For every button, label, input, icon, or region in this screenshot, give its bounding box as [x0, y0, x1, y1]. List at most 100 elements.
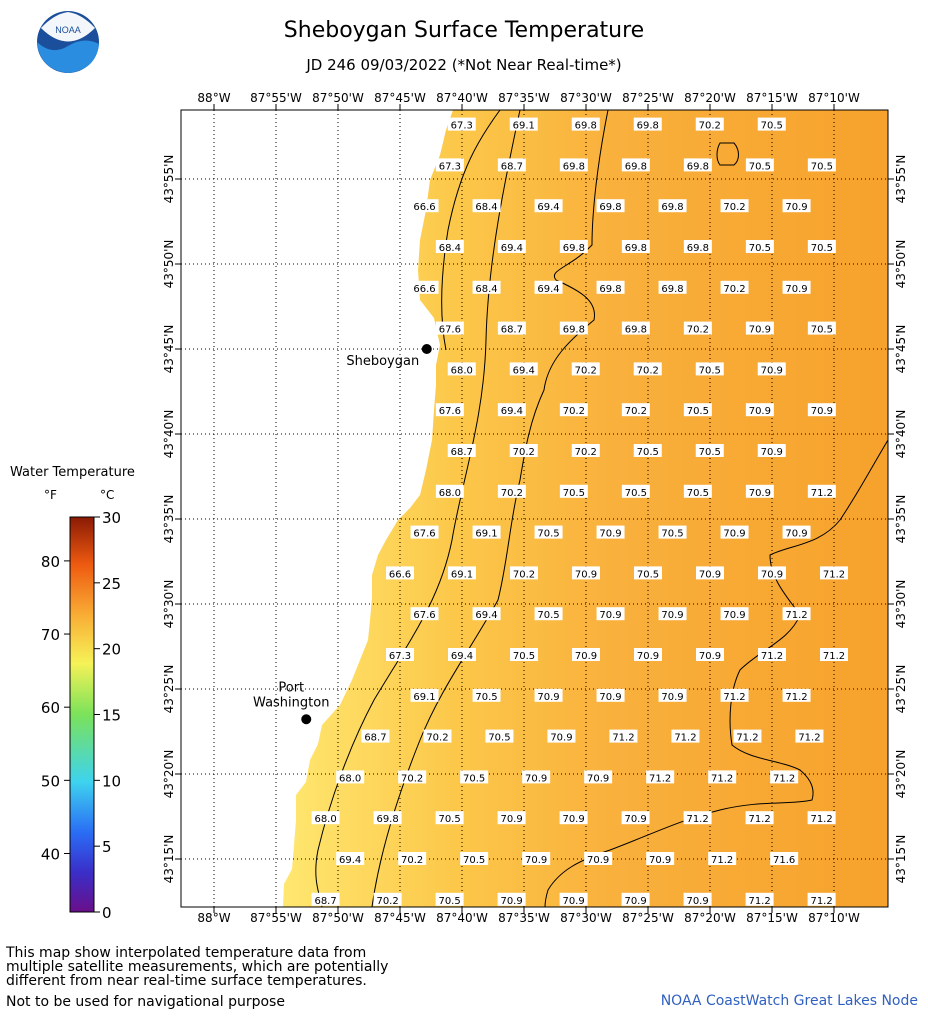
- temperature-value-bg: [559, 403, 588, 417]
- temperature-legend: 0 5 10 15 20 25 30 40 50 60 70 80: [41, 509, 121, 922]
- temperature-value-text: 70.2: [401, 773, 423, 784]
- temperature-value-bg: [435, 484, 464, 498]
- temperature-value-bg: [646, 934, 674, 947]
- temperature-value-text: 69.4: [513, 365, 535, 376]
- temperature-value-text: 70.5: [438, 977, 460, 988]
- temperature-value: 70.2: [695, 117, 724, 132]
- temperature-value-text: 68.7: [451, 447, 473, 458]
- page-subtitle: JD 246 09/03/2022 (*Not Near Real-time*): [306, 56, 622, 74]
- temperature-value-text: 70.5: [625, 488, 647, 499]
- temperature-value: 70.9: [522, 852, 551, 866]
- temperature-value-text: 70.5: [687, 488, 709, 499]
- temperature-value-bg: [807, 321, 836, 335]
- temperature-value-text: 69.8: [599, 284, 621, 295]
- temperature-value-bg: [720, 607, 749, 621]
- temperature-value-bg: [596, 607, 625, 621]
- temperature-value-text: 71.2: [810, 896, 832, 907]
- temperature-value-bg: [758, 648, 786, 661]
- temperature-value-bg: [534, 525, 563, 539]
- temperature-value-bg: [559, 811, 588, 825]
- lon-label-top: 87°35'W: [498, 91, 550, 105]
- temperature-value-text: 70.5: [463, 773, 485, 784]
- temperature-value-text: 70.9: [686, 896, 708, 907]
- legend-label-c: 25: [102, 575, 121, 593]
- temperature-value: 69.4: [509, 362, 538, 376]
- temperature-value-bg: [720, 688, 749, 702]
- temperature-value-bg: [534, 607, 563, 621]
- temperature-value-bg: [447, 444, 476, 457]
- axis-ticks: [175, 104, 894, 913]
- temperature-value: 69.1: [410, 688, 439, 703]
- temperature-value-bg: [398, 852, 427, 865]
- temperature-value-bg: [782, 525, 811, 539]
- temperature-value-bg: [683, 158, 712, 172]
- temperature-value: 66.6: [386, 566, 414, 580]
- temperature-value: 71.2: [795, 729, 824, 744]
- temperature-value-text: 72.0: [810, 977, 832, 988]
- temperature-value-text: 71.2: [649, 773, 671, 784]
- temperature-value-text: 66.6: [413, 284, 435, 295]
- temperature-value-text: 69.8: [575, 121, 597, 132]
- temperature-value-text: 70.9: [637, 651, 659, 662]
- temperature-value-text: 71.2: [711, 855, 733, 866]
- temperature-value-text: 70.9: [599, 692, 621, 703]
- lat-label-right: 43°55'N: [894, 155, 908, 204]
- temperature-value: 69.8: [633, 117, 662, 132]
- lat-label-left: 43°30'N: [162, 580, 176, 629]
- temperature-value-bg: [497, 811, 526, 825]
- temperature-value-bg: [746, 974, 774, 987]
- temperature-value-bg: [559, 892, 588, 906]
- temperature-value: 71.2: [609, 729, 638, 744]
- legend-label-f: 60: [41, 699, 60, 717]
- temperature-value-bg: [510, 566, 538, 580]
- lon-label-bottom: 87°50'W: [312, 911, 364, 925]
- temperature-value-text: 71.6: [686, 977, 708, 988]
- temperature-value-text: 70.2: [513, 569, 535, 580]
- temperature-value-text: 71.2: [785, 610, 807, 621]
- temperature-value-bg: [435, 158, 464, 172]
- temperature-value-text: 69.1: [451, 569, 473, 580]
- temperature-value-bg: [522, 770, 551, 784]
- temperature-value: 70.9: [720, 607, 749, 621]
- temperature-value-text: 66.6: [389, 569, 411, 580]
- temperature-value: 69.8: [683, 240, 712, 254]
- temperature-value-text: 70.5: [463, 855, 485, 866]
- temperature-value-bg: [571, 362, 600, 376]
- temperature-value-bg: [510, 648, 538, 661]
- temperature-value: 69.8: [621, 240, 650, 254]
- lon-label-top: 87°15'W: [746, 91, 798, 105]
- lon-label-bottom: 87°15'W: [746, 911, 798, 925]
- temperature-value-bg: [770, 770, 799, 784]
- temperature-value-bg: [559, 484, 588, 498]
- temperature-value: 70.5: [658, 525, 687, 540]
- temperature-value-text: 70.5: [749, 243, 771, 254]
- temperature-value-text: 71.2: [723, 692, 745, 703]
- temperature-value: 71.2: [820, 566, 848, 580]
- temperature-value-text: 69.8: [687, 161, 709, 172]
- temperature-value-bg: [683, 321, 712, 335]
- temperature-value: 70.9: [745, 484, 774, 499]
- temperature-value-bg: [621, 811, 650, 825]
- temperature-value: 71.6: [684, 974, 712, 988]
- temperature-value: 70.2: [559, 403, 588, 417]
- temperature-value: 70.9: [683, 892, 712, 907]
- temperature-value-text: 71.2: [686, 814, 708, 825]
- temperature-value-bg: [807, 240, 836, 253]
- temperature-value: 70.5: [695, 362, 724, 376]
- temperature-value-bg: [522, 934, 550, 947]
- temperature-value: 67.3: [435, 158, 464, 172]
- temperature-value: 69.8: [596, 199, 625, 213]
- lat-label-left: 43°45'N: [162, 325, 176, 374]
- temperature-value-bg: [572, 566, 600, 580]
- temperature-value-bg: [497, 158, 526, 172]
- temperature-value-text: 70.2: [637, 365, 659, 376]
- temperature-value-bg: [683, 484, 712, 498]
- temperature-value: 71.2: [646, 770, 675, 784]
- temperature-value-text: 70.2: [723, 284, 745, 295]
- temperature-value: 70.5: [621, 484, 650, 499]
- temperature-value: 70.9: [696, 648, 724, 662]
- temperature-value: 71.6: [770, 934, 798, 948]
- temperature-value: 70.9: [757, 362, 786, 376]
- temperature-value: 70.9: [757, 444, 786, 458]
